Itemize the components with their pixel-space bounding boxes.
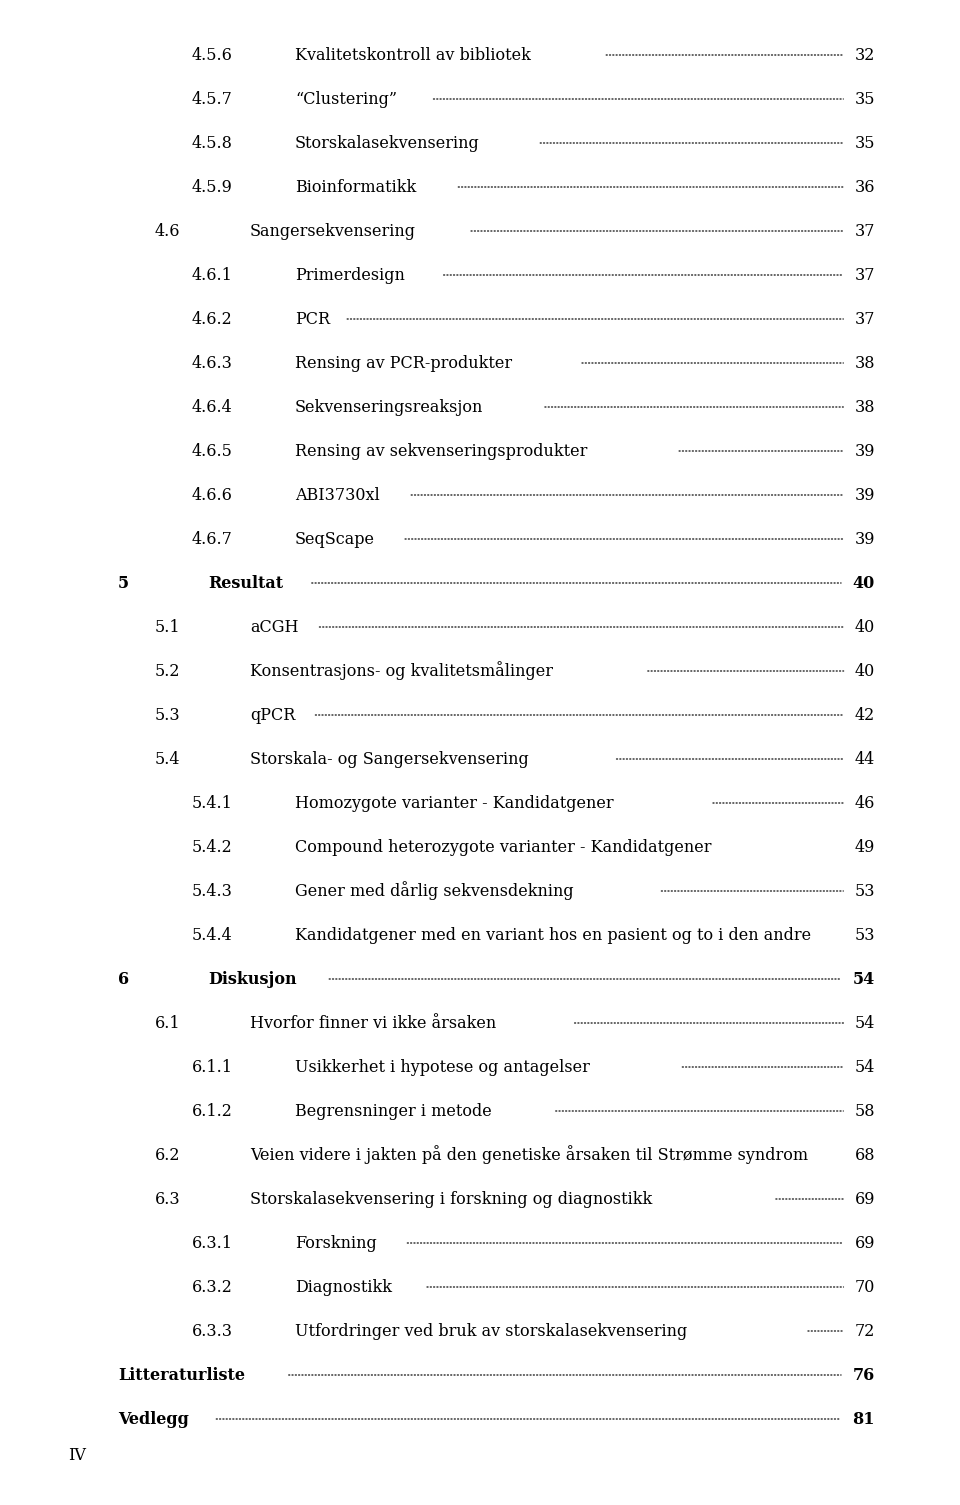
Text: Rensing av PCR-produkter: Rensing av PCR-produkter <box>295 355 512 372</box>
Text: Begrensninger i metode: Begrensninger i metode <box>295 1103 492 1120</box>
Text: 37: 37 <box>854 223 875 239</box>
Text: 38: 38 <box>854 399 875 415</box>
Text: 54: 54 <box>852 971 875 987</box>
Text: 39: 39 <box>854 530 875 548</box>
Text: 6.2: 6.2 <box>155 1147 180 1163</box>
Text: Litteraturliste: Litteraturliste <box>118 1367 245 1383</box>
Text: Sekvenseringsreaksjon: Sekvenseringsreaksjon <box>295 399 484 415</box>
Text: 40: 40 <box>854 662 875 679</box>
Text: 5.4.4: 5.4.4 <box>192 927 232 944</box>
Text: Sangersekvensering: Sangersekvensering <box>250 223 416 239</box>
Text: 37: 37 <box>854 266 875 283</box>
Text: Forskning: Forskning <box>295 1234 376 1252</box>
Text: 68: 68 <box>854 1147 875 1163</box>
Text: SeqScape: SeqScape <box>295 530 375 548</box>
Text: 46: 46 <box>854 795 875 811</box>
Text: 42: 42 <box>854 706 875 724</box>
Text: 39: 39 <box>854 442 875 459</box>
Text: Resultat: Resultat <box>208 575 283 591</box>
Text: 4.5.9: 4.5.9 <box>192 179 233 196</box>
Text: 6.3.3: 6.3.3 <box>192 1323 233 1339</box>
Text: PCR: PCR <box>295 310 330 328</box>
Text: qPCR: qPCR <box>250 706 296 724</box>
Text: Diskusjon: Diskusjon <box>208 971 297 987</box>
Text: IV: IV <box>68 1446 85 1463</box>
Text: 40: 40 <box>854 619 875 635</box>
Text: 4.6.5: 4.6.5 <box>192 442 233 459</box>
Text: Homozygote varianter - Kandidatgener: Homozygote varianter - Kandidatgener <box>295 795 613 811</box>
Text: 44: 44 <box>854 751 875 768</box>
Text: Storskalasekvensering: Storskalasekvensering <box>295 134 480 152</box>
Text: 70: 70 <box>854 1279 875 1296</box>
Text: 6.3.1: 6.3.1 <box>192 1234 233 1252</box>
Text: Hvorfor finner vi ikke årsaken: Hvorfor finner vi ikke årsaken <box>250 1014 496 1031</box>
Text: Usikkerhet i hypotese og antagelser: Usikkerhet i hypotese og antagelser <box>295 1058 589 1076</box>
Text: 35: 35 <box>854 134 875 152</box>
Text: Storskalasekvensering i forskning og diagnostikk: Storskalasekvensering i forskning og dia… <box>250 1190 652 1207</box>
Text: 5.4.1: 5.4.1 <box>192 795 233 811</box>
Text: 38: 38 <box>854 355 875 372</box>
Text: 6: 6 <box>118 971 130 987</box>
Text: 6.1: 6.1 <box>155 1014 180 1031</box>
Text: 4.6.7: 4.6.7 <box>192 530 233 548</box>
Text: 53: 53 <box>854 882 875 900</box>
Text: 4.6.4: 4.6.4 <box>192 399 232 415</box>
Text: Rensing av sekvenseringsprodukter: Rensing av sekvenseringsprodukter <box>295 442 588 459</box>
Text: ABI3730xl: ABI3730xl <box>295 486 380 504</box>
Text: 5.4.2: 5.4.2 <box>192 838 232 855</box>
Text: 54: 54 <box>854 1058 875 1076</box>
Text: Gener med dårlig sekvensdekning: Gener med dårlig sekvensdekning <box>295 882 574 900</box>
Text: Kandidatgener med en variant hos en pasient og to i den andre: Kandidatgener med en variant hos en pasi… <box>295 927 811 944</box>
Text: 4.6: 4.6 <box>155 223 180 239</box>
Text: Bioinformatikk: Bioinformatikk <box>295 179 417 196</box>
Text: 69: 69 <box>854 1190 875 1207</box>
Text: “Clustering”: “Clustering” <box>295 90 397 107</box>
Text: 81: 81 <box>852 1410 875 1428</box>
Text: 6.3.2: 6.3.2 <box>192 1279 233 1296</box>
Text: 36: 36 <box>854 179 875 196</box>
Text: 6.3: 6.3 <box>155 1190 180 1207</box>
Text: Veien videre i jakten på den genetiske årsaken til Strømme syndrom: Veien videre i jakten på den genetiske å… <box>250 1145 808 1165</box>
Text: 49: 49 <box>854 838 875 855</box>
Text: 69: 69 <box>854 1234 875 1252</box>
Text: 4.6.3: 4.6.3 <box>192 355 233 372</box>
Text: 39: 39 <box>854 486 875 504</box>
Text: Diagnostikk: Diagnostikk <box>295 1279 392 1296</box>
Text: 72: 72 <box>854 1323 875 1339</box>
Text: 53: 53 <box>854 927 875 944</box>
Text: 76: 76 <box>852 1367 875 1383</box>
Text: 37: 37 <box>854 310 875 328</box>
Text: 32: 32 <box>854 47 875 63</box>
Text: 4.6.6: 4.6.6 <box>192 486 233 504</box>
Text: aCGH: aCGH <box>250 619 299 635</box>
Text: 6.1.1: 6.1.1 <box>192 1058 233 1076</box>
Text: Vedlegg: Vedlegg <box>118 1410 189 1428</box>
Text: 4.5.7: 4.5.7 <box>192 90 233 107</box>
Text: 4.5.8: 4.5.8 <box>192 134 233 152</box>
Text: 4.6.1: 4.6.1 <box>192 266 233 283</box>
Text: Compound heterozygote varianter - Kandidatgener: Compound heterozygote varianter - Kandid… <box>295 838 711 855</box>
Text: 5.3: 5.3 <box>155 706 180 724</box>
Text: Storskala- og Sangersekvensering: Storskala- og Sangersekvensering <box>250 751 529 768</box>
Text: 35: 35 <box>854 90 875 107</box>
Text: Kvalitetskontroll av bibliotek: Kvalitetskontroll av bibliotek <box>295 47 531 63</box>
Text: 5.2: 5.2 <box>155 662 180 679</box>
Text: 4.6.2: 4.6.2 <box>192 310 232 328</box>
Text: 5.4.3: 5.4.3 <box>192 882 233 900</box>
Text: Primerdesign: Primerdesign <box>295 266 405 283</box>
Text: 5.1: 5.1 <box>155 619 180 635</box>
Text: 6.1.2: 6.1.2 <box>192 1103 233 1120</box>
Text: 40: 40 <box>852 575 875 591</box>
Text: Utfordringer ved bruk av storskalasekvensering: Utfordringer ved bruk av storskalasekven… <box>295 1323 687 1339</box>
Text: Konsentrasjons- og kvalitetsmålinger: Konsentrasjons- og kvalitetsmålinger <box>250 662 553 680</box>
Text: 58: 58 <box>854 1103 875 1120</box>
Text: 5.4: 5.4 <box>155 751 180 768</box>
Text: 54: 54 <box>854 1014 875 1031</box>
Text: 4.5.6: 4.5.6 <box>192 47 233 63</box>
Text: 5: 5 <box>118 575 130 591</box>
